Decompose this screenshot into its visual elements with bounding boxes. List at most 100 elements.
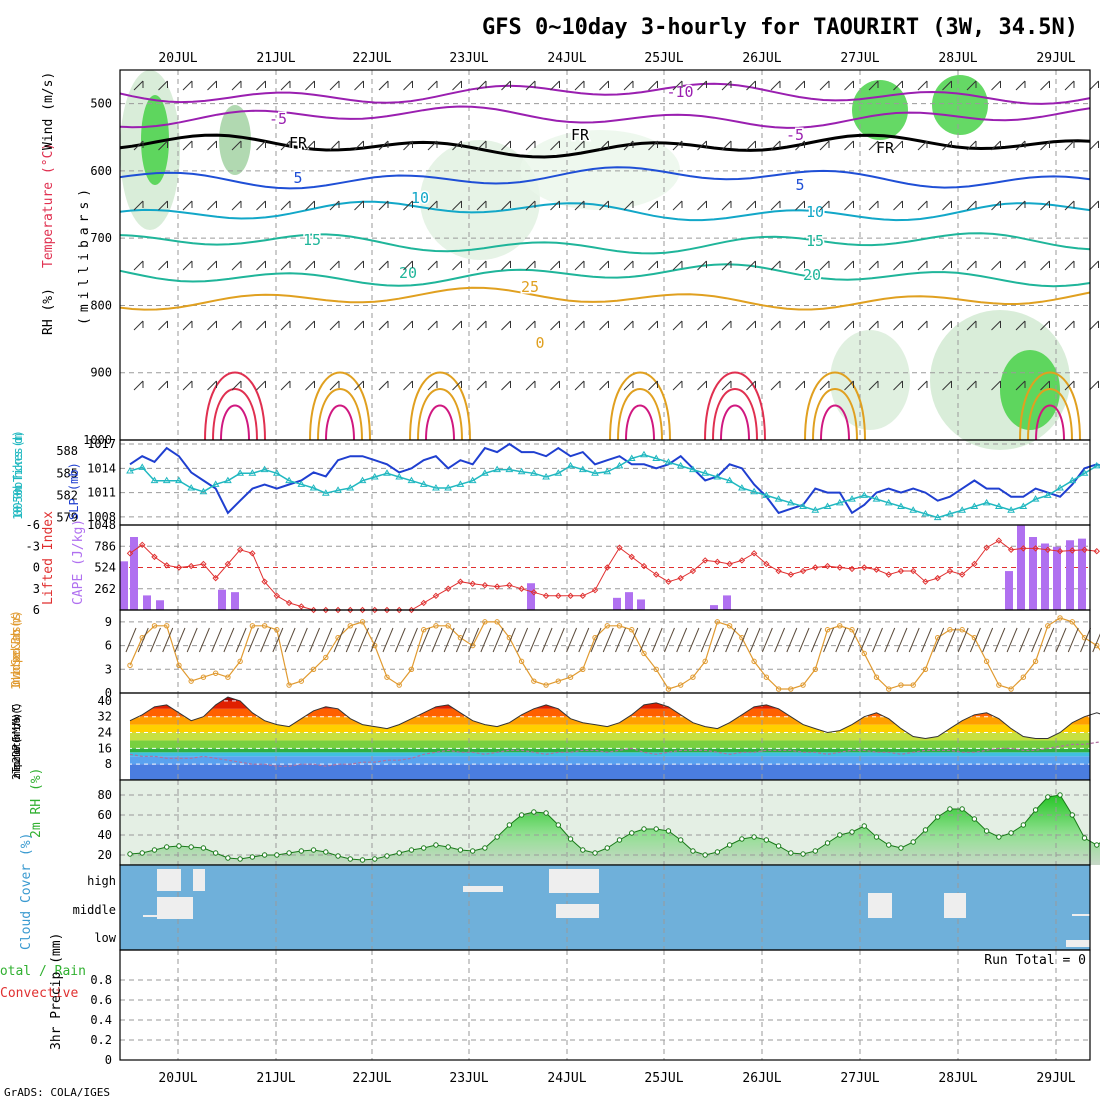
wind-barb [648,260,658,271]
warm-contour [425,404,455,441]
wind-barb [207,320,217,331]
isotherm-label: 25 [521,278,539,296]
rh-marker [604,845,610,851]
wind-barb [501,320,511,331]
wind-barb [623,80,634,91]
wind-speed-marker [641,650,647,657]
rh-marker [837,832,843,838]
y-tick-label: 6 [33,603,40,617]
lifted-index-marker [934,574,941,582]
wind-speed-marker [261,623,268,629]
y-tick-label: 0 [105,1053,112,1067]
y-tick-label: 585 [56,466,78,480]
lifted-index-marker [873,566,880,573]
wind-barb [893,200,903,211]
rh-marker [188,844,194,850]
lifted-index-marker [738,557,746,564]
run-total-label: Run Total = 0 [984,953,1086,968]
cape-bar [231,592,239,610]
top-date-labels: 20JUL 21JUL 22JUL 23JUL 24JUL 25JUL 26JUL 27JUL… [158,51,1075,66]
wind-barb [427,380,438,391]
y-tick-label: 24 [98,726,112,740]
wind-speed-marker [176,662,182,669]
wind-barb [991,320,1001,331]
temp-band [130,724,1090,733]
wind-barb [697,260,707,271]
lifted-index-marker [555,592,562,600]
rh-marker [763,837,770,843]
wind-speed-marker [1008,686,1014,692]
wind-barb [501,260,511,271]
wind-barb [574,80,585,91]
y-tick-label: 582 [56,488,78,502]
y-tick-label: -6 [26,518,40,532]
isotherm-label: -10 [666,83,693,101]
warm-contour [1035,404,1065,441]
wind-barb [525,80,536,91]
thickness-marker [1007,506,1015,513]
rh-marker [751,834,757,840]
lifted-index-marker [750,550,758,557]
wind-barb [476,200,487,211]
thickness-marker [1043,491,1052,498]
thickness-marker [774,495,783,502]
wind-barb [1089,140,1099,151]
wind-barb [1067,627,1079,653]
thickness-marker [799,502,807,510]
wind-speed-marker [531,678,537,684]
thickness-marker [126,467,134,474]
wind-speed-marker [788,686,794,692]
wind-speed-marker [800,682,806,688]
wind-speed-marker [127,662,133,669]
rh-marker [580,847,586,853]
thickness-marker [529,469,538,476]
wind-speed-marker [763,674,770,680]
wind-barb [256,80,266,91]
y-tick-label: 20 [98,848,112,862]
wind-barb [697,80,707,91]
wind-barb [427,80,438,91]
lifted-index-marker [1056,548,1064,555]
isotherm-line [119,105,1091,129]
rh-marker [469,848,476,854]
thickness-marker [358,476,367,484]
rh-marker [127,851,133,857]
cape-bar [218,589,226,610]
wind-barb [1064,320,1075,331]
thickness-marker [994,502,1003,510]
rh-marker [421,845,427,851]
wind-barb [427,200,438,211]
wind-barb [966,140,977,151]
wind-barb [639,627,651,653]
thickness-marker [713,472,722,480]
wind-barb [280,200,291,211]
cloud-block [1072,914,1090,916]
thickness-marker [737,484,746,491]
wind-barb [305,80,315,91]
wind-barb [648,140,658,151]
y-tick-label: 1011 [87,486,116,500]
warm-contour [820,404,850,441]
wind-barb [942,320,952,331]
bottom-date-label: 29JUL [1036,1071,1075,1086]
thickness-marker [591,469,599,476]
wind-barb [280,260,291,271]
y-tick-label: 600 [90,164,112,178]
wind-barb [566,627,578,653]
wind-barb [721,320,732,331]
rh-marker [812,848,818,854]
wind-speed-marker [849,627,855,633]
wind-speed-marker [164,623,170,629]
temp-axis-label: 2m Temp 2m DewPt (6hr Min/Max) (°C) [10,702,23,780]
lifted-index-marker [616,544,623,551]
rh-marker [384,853,390,859]
wind-barb [933,627,945,653]
wind-barb [309,627,321,653]
lifted-index-marker [420,599,427,607]
wind-barb [810,627,822,653]
wind-barb [378,80,389,91]
wind-barb [329,140,340,151]
thickness-line [129,454,1100,519]
wind-barb [663,627,675,653]
wind-speed-marker [714,619,721,625]
